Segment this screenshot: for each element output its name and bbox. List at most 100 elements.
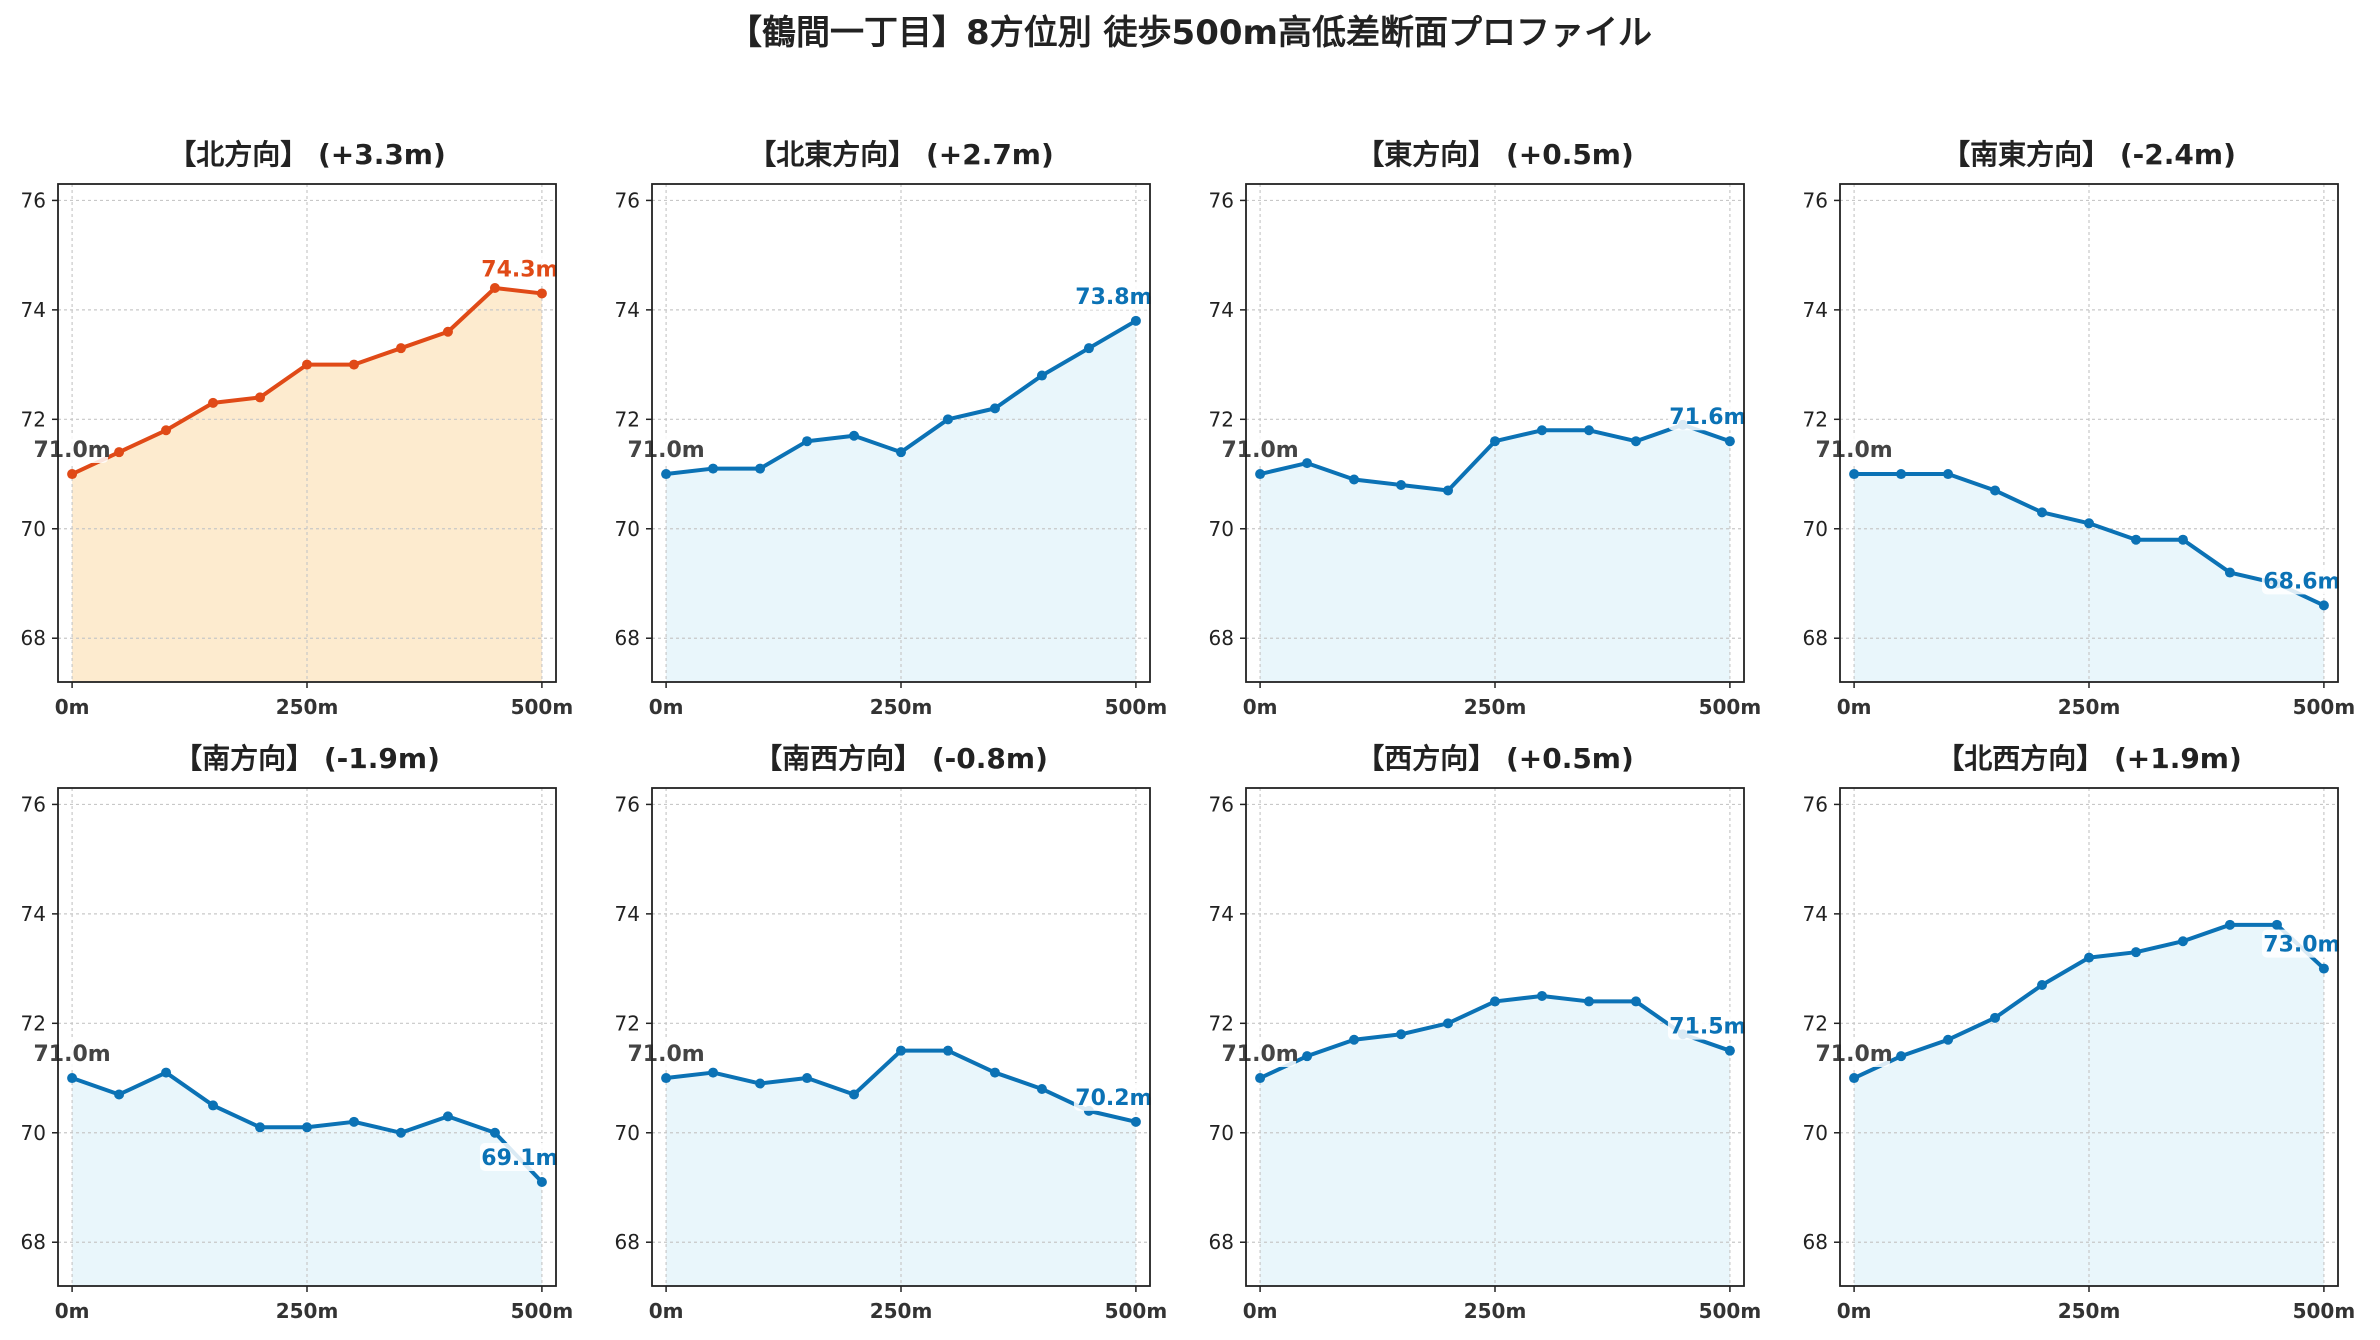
data-point [442,1111,453,1122]
start-label-bg [1220,1039,1297,1068]
start-label: 71.0m [627,1042,704,1067]
data-point [67,1073,78,1084]
data-point [489,1127,500,1138]
x-tick-label: 500m [511,1299,574,1323]
y-tick-label: 68 [615,1230,640,1254]
x-tick-label: 500m [2293,695,2356,719]
end-label-bg [2261,566,2342,595]
axes-frame [57,787,557,1287]
end-label: 73.8m [1075,285,1152,310]
chart-panel-1: 【北東方向】 (+2.7m) 68 70 72 74 76 0m 250m 500m 71.0m 7… [615,138,1168,719]
data-point [255,392,266,403]
axes-frame [1245,183,1745,683]
data-point [1255,469,1266,480]
data-point [2271,919,2282,930]
data-point [661,1073,672,1084]
area-fill [1854,474,2324,682]
y-tick-label: 70 [615,1121,640,1145]
data-point [208,1100,219,1111]
x-tick-label: 250m [2058,1299,2121,1323]
chart-panel-0: 【北方向】 (+3.3m) 68 70 72 74 76 0m 250m 500m 71.0m 74… [21,138,574,719]
data-point [1536,990,1547,1001]
data-point [2224,567,2235,578]
data-point [302,359,312,370]
data-point [161,425,172,436]
data-point [1990,1012,2001,1023]
data-point [1536,425,1547,436]
y-tick-label: 72 [1209,407,1234,431]
data-point [1630,996,1641,1007]
x-tick-label: 250m [870,1299,933,1323]
y-tick-label: 72 [1803,407,1828,431]
data-point [2084,518,2094,529]
y-tick-label: 76 [615,188,640,212]
x-tick-label: 250m [276,695,339,719]
y-tick-label: 70 [1209,1121,1234,1145]
x-tick-label: 250m [870,695,933,719]
chart-title: 【北方向】 (+3.3m) [168,138,446,171]
data-point [896,1045,906,1056]
axes-frame [651,787,1151,1287]
y-tick-label: 76 [1803,792,1828,816]
data-point [302,1122,312,1133]
data-point [1443,485,1454,496]
data-point [1083,343,1094,354]
data-point [1490,436,1500,447]
y-tick-label: 70 [1209,517,1234,541]
data-point [114,1089,125,1100]
data-point [849,430,860,441]
y-tick-label: 70 [1803,1121,1828,1145]
data-point [755,1078,766,1089]
end-label-bg [1667,1011,1748,1040]
data-point [661,469,672,480]
chart-panel-4: 【南方向】 (-1.9m) 68 70 72 74 76 0m 250m 500m 71.0m 69… [21,742,574,1323]
data-point [708,1067,719,1078]
data-point [1036,370,1047,381]
data-point [1943,469,1954,480]
chart-panel-3: 【南東方向】 (-2.4m) 68 70 72 74 76 0m 250m 500m 71.0m 6… [1803,138,2356,719]
y-tick-label: 72 [615,1011,640,1035]
figure-title: 【鶴間一丁目】8方位別 徒歩500m高低差断面プロファイル [728,13,1652,53]
x-tick-label: 250m [276,1299,339,1323]
data-point [942,1045,953,1056]
x-tick-label: 500m [1699,695,1762,719]
data-point [1630,436,1641,447]
data-point [1896,469,1907,480]
axes-frame [1839,183,2339,683]
y-tick-label: 76 [1803,188,1828,212]
y-tick-label: 70 [1803,517,1828,541]
data-point [536,288,547,299]
data-point [1443,1018,1454,1029]
data-point [896,447,906,458]
data-point [1349,1034,1360,1045]
area-fill [1854,924,2324,1286]
data-point [536,1177,547,1188]
data-point [989,1067,1000,1078]
data-point [802,436,813,447]
data-point [1583,425,1594,436]
area-fill [1260,424,1730,682]
data-point [348,359,359,370]
data-point [1302,458,1313,469]
data-point [1302,1051,1313,1062]
x-tick-label: 0m [1837,695,1872,719]
x-tick-label: 0m [649,1299,684,1323]
axes-frame [1245,787,1745,1287]
end-label-bg [1073,1082,1154,1111]
x-tick-label: 0m [1243,695,1278,719]
chart-title: 【東方向】 (+0.5m) [1356,138,1634,171]
data-point [802,1073,813,1084]
x-tick-label: 0m [55,1299,90,1323]
x-tick-label: 250m [2058,695,2121,719]
y-tick-label: 70 [21,1121,46,1145]
data-point [208,397,219,408]
y-tick-label: 74 [21,298,46,322]
data-point [1849,469,1860,480]
end-label: 68.6m [2263,569,2340,594]
data-point [1036,1083,1047,1094]
y-tick-label: 68 [1209,626,1234,650]
start-label: 71.0m [627,438,704,463]
start-label-bg [32,1039,109,1068]
data-point [989,403,1000,414]
data-point [1349,474,1360,485]
